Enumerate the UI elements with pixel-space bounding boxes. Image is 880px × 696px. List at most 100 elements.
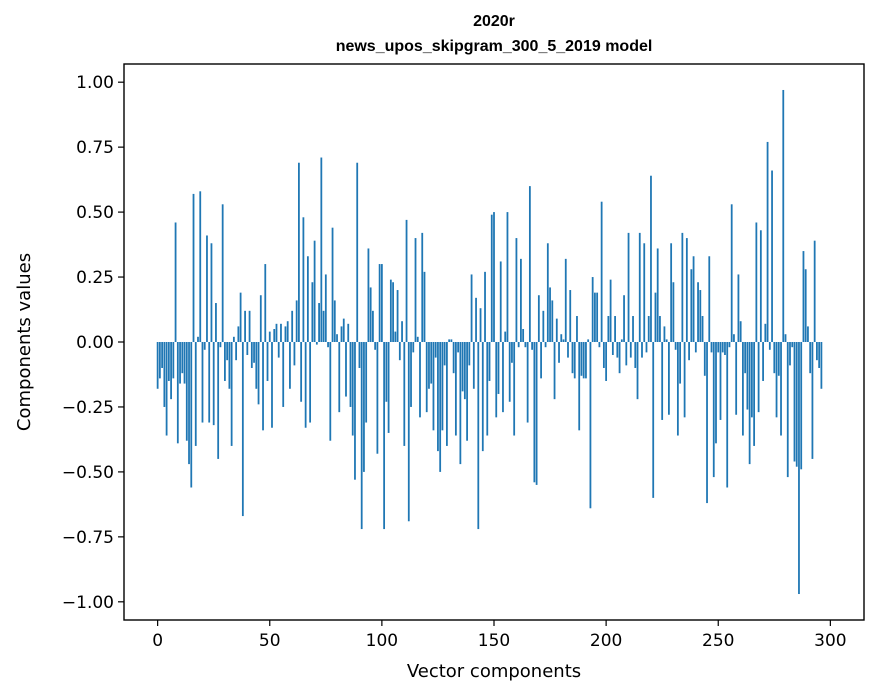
bar-221: [652, 342, 655, 498]
bar-232: [676, 342, 679, 436]
bar-288: [802, 251, 805, 342]
bar-29: [221, 204, 224, 342]
bar-223: [656, 248, 659, 342]
bar-86: [349, 342, 352, 407]
bar-15: [190, 342, 193, 488]
bar-233: [679, 342, 682, 384]
bar-135: [459, 342, 462, 465]
bar-61: [293, 342, 296, 366]
bar-252: [721, 342, 724, 353]
bar-196: [596, 292, 599, 342]
bar-145: [481, 342, 484, 452]
bar-74: [322, 310, 325, 342]
bar-220: [650, 175, 652, 342]
y-tick-label: −1.00: [62, 593, 114, 613]
bar-259: [737, 274, 740, 342]
bar-205: [616, 342, 619, 358]
bar-293: [813, 240, 816, 342]
bar-270: [762, 342, 764, 381]
bar-269: [759, 230, 762, 342]
y-tick-label: −0.75: [62, 528, 114, 548]
bar-159: [513, 342, 516, 436]
bar-182: [564, 258, 567, 342]
bar-275: [773, 342, 776, 374]
bar-253: [724, 342, 726, 355]
bar-247: [710, 342, 713, 353]
bar-103: [387, 342, 390, 433]
bar-210: [627, 232, 630, 342]
bar-18: [197, 336, 199, 342]
bar-59: [289, 342, 291, 389]
x-tick-label: 150: [478, 631, 510, 651]
x-tick-label: 0: [152, 631, 163, 651]
bar-144: [479, 308, 482, 342]
y-tick-label: 0.50: [76, 203, 114, 223]
bar-279: [782, 89, 785, 342]
bar-64: [300, 342, 303, 402]
bar-130: [448, 339, 451, 342]
bar-224: [659, 316, 661, 342]
bar-248: [712, 342, 715, 478]
bar-250: [717, 342, 720, 353]
bar-267: [755, 222, 758, 342]
bar-200: [605, 342, 608, 381]
bar-91: [360, 342, 363, 530]
bar-231: [674, 342, 677, 350]
bar-287: [800, 342, 803, 470]
bar-235: [683, 342, 686, 418]
bar-6: [170, 342, 172, 400]
bar-202: [609, 279, 612, 342]
bar-282: [789, 342, 791, 366]
bar-37: [239, 292, 242, 342]
bar-179: [558, 342, 560, 363]
bar-65: [302, 217, 305, 342]
bar-191: [585, 342, 587, 379]
bar-131: [450, 339, 453, 342]
bar-212: [632, 316, 634, 342]
bar-185: [571, 342, 574, 374]
bar-87: [351, 342, 354, 436]
bar-217: [643, 243, 646, 342]
bar-147: [486, 342, 489, 436]
bar-133: [454, 342, 457, 436]
bar-167: [531, 342, 534, 350]
bar-256: [730, 204, 733, 342]
bar-209: [625, 342, 628, 366]
bar-272: [766, 141, 769, 342]
bar-2: [161, 342, 164, 368]
bar-75: [324, 274, 327, 342]
bar-216: [641, 342, 643, 358]
bar-11: [181, 342, 184, 374]
bar-46: [259, 295, 262, 342]
bar-76: [327, 342, 329, 348]
bar-162: [520, 258, 522, 342]
bar-99: [378, 264, 381, 342]
bar-30: [224, 342, 226, 381]
bar-137: [463, 342, 466, 400]
bar-238: [690, 269, 693, 342]
bar-104: [389, 279, 392, 342]
bar-289: [804, 269, 807, 342]
bar-56: [282, 342, 285, 407]
bar-177: [553, 342, 556, 400]
bar-38: [241, 342, 244, 517]
bar-78: [331, 227, 334, 342]
bar-9: [176, 342, 179, 444]
bar-112: [407, 342, 410, 522]
bar-146: [484, 271, 486, 342]
bar-228: [668, 342, 670, 415]
bar-208: [623, 295, 625, 342]
bar-14: [188, 342, 190, 465]
bar-70: [313, 240, 316, 342]
bar-42: [250, 342, 253, 368]
bar-129: [446, 342, 448, 446]
bar-294: [816, 342, 818, 361]
bar-257: [733, 334, 735, 342]
bar-203: [611, 342, 614, 355]
bar-7: [172, 342, 175, 379]
bar-150: [493, 212, 495, 342]
bar-69: [311, 282, 314, 342]
y-axis-ticks: 1.00 0.75 0.50 0.25 0.00 −0.25 −0.50 −0.75 −1.00: [62, 73, 124, 613]
bar-111: [405, 219, 408, 342]
bar-189: [580, 342, 583, 376]
